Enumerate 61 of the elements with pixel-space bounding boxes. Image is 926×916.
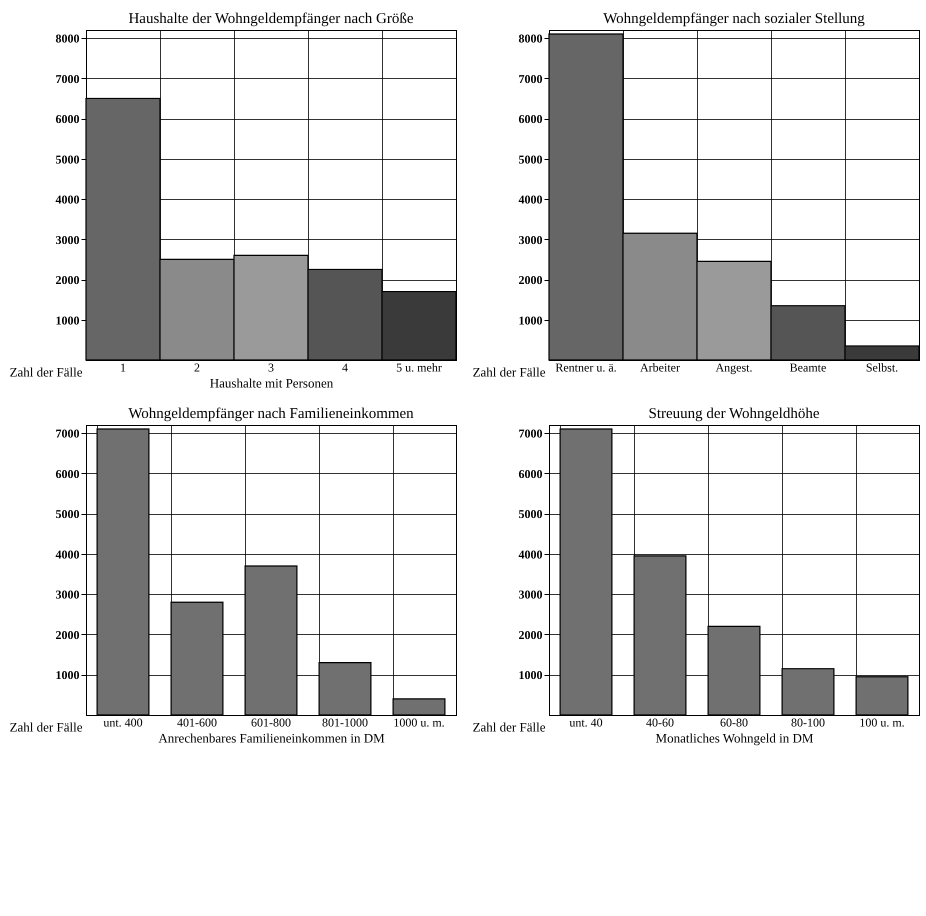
y-tick-label: 4000 <box>56 192 80 207</box>
y-tick-label: 5000 <box>518 507 542 522</box>
y-tick-label: 7000 <box>56 72 80 86</box>
x-tick-label: 1000 u. m. <box>393 716 445 730</box>
x-tick-label: 40-60 <box>646 716 674 730</box>
y-tick-label: 1000 <box>56 668 80 682</box>
x-tick-label: Selbst. <box>866 360 898 374</box>
x-tick-label: 601-800 <box>251 716 291 730</box>
x-axis-title: Monatliches Wohngeld in DM <box>656 730 814 746</box>
x-tick-label: unt. 40 <box>569 716 603 730</box>
y-tick-label: 2000 <box>56 628 80 642</box>
x-tick-label: 1 <box>120 360 126 374</box>
chart-title: Streuung der Wohngeldhöhe <box>648 406 820 422</box>
x-tick-label: Angest. <box>716 360 752 374</box>
y-tick-label: 6000 <box>56 466 80 481</box>
x-axis-title: Haushalte mit Personen <box>210 376 334 390</box>
y-tick-label: 4000 <box>518 192 542 207</box>
y-tick-label: 5000 <box>56 507 80 522</box>
x-tick-label: 2 <box>194 360 200 374</box>
y-tick-label: 5000 <box>56 152 80 166</box>
x-tick-label: 100 u. m. <box>859 716 905 730</box>
x-tick-label: 4 <box>342 360 348 374</box>
y-tick-label: 2000 <box>518 273 542 288</box>
y-axis-title: Zahl der Fälle <box>472 364 546 380</box>
y-axis-title: Zahl der Fälle <box>472 720 546 734</box>
y-tick-label: 4000 <box>518 547 542 562</box>
x-axis-title: Anrechenbares Familieneinkommen in DM <box>158 730 386 746</box>
y-tick-label: 2000 <box>518 628 542 642</box>
x-tick-label: 60-80 <box>720 716 748 730</box>
x-tick-label: 5 u. mehr <box>396 360 442 374</box>
y-tick-label: 5000 <box>518 152 542 166</box>
x-tick-label: unt. 400 <box>103 716 143 730</box>
y-tick-label: 1000 <box>518 313 542 328</box>
y-axis-title: Zahl der Fälle <box>10 720 83 734</box>
y-tick-label: 1000 <box>56 313 80 328</box>
y-tick-label: 6000 <box>56 112 80 126</box>
y-tick-label: 4000 <box>56 547 80 562</box>
x-tick-label: 801-1000 <box>322 716 368 730</box>
y-tick-label: 2000 <box>56 273 80 288</box>
y-tick-label: 3000 <box>518 232 542 247</box>
x-tick-label: 401-600 <box>177 716 217 730</box>
chart-title: Haushalte der Wohngeldempfänger nach Größe <box>128 11 414 27</box>
y-tick-label: 8000 <box>518 32 542 46</box>
y-tick-label: 3000 <box>56 232 80 247</box>
chart-title: Wohngeldempfänger nach Familieneinkommen <box>128 406 414 422</box>
y-tick-label: 6000 <box>518 112 542 126</box>
chart-title: Wohngeldempfänger nach sozialer Stellung <box>603 11 866 27</box>
y-tick-label: 1000 <box>518 668 542 682</box>
y-axis-title: Zahl der Fälle <box>10 364 83 380</box>
y-tick-label: 3000 <box>518 588 542 602</box>
x-tick-label: Arbeiter <box>640 360 680 374</box>
y-tick-label: 7000 <box>518 72 542 86</box>
y-tick-label: 7000 <box>518 426 542 441</box>
x-tick-label: Beamte <box>790 360 826 374</box>
x-tick-label: 80-100 <box>791 716 825 730</box>
y-tick-label: 7000 <box>56 426 80 441</box>
y-tick-label: 3000 <box>56 588 80 602</box>
y-tick-label: 8000 <box>56 32 80 46</box>
y-tick-label: 6000 <box>518 466 542 481</box>
x-tick-label: 3 <box>268 360 274 374</box>
x-tick-label: Rentner u. ä. <box>555 360 617 374</box>
